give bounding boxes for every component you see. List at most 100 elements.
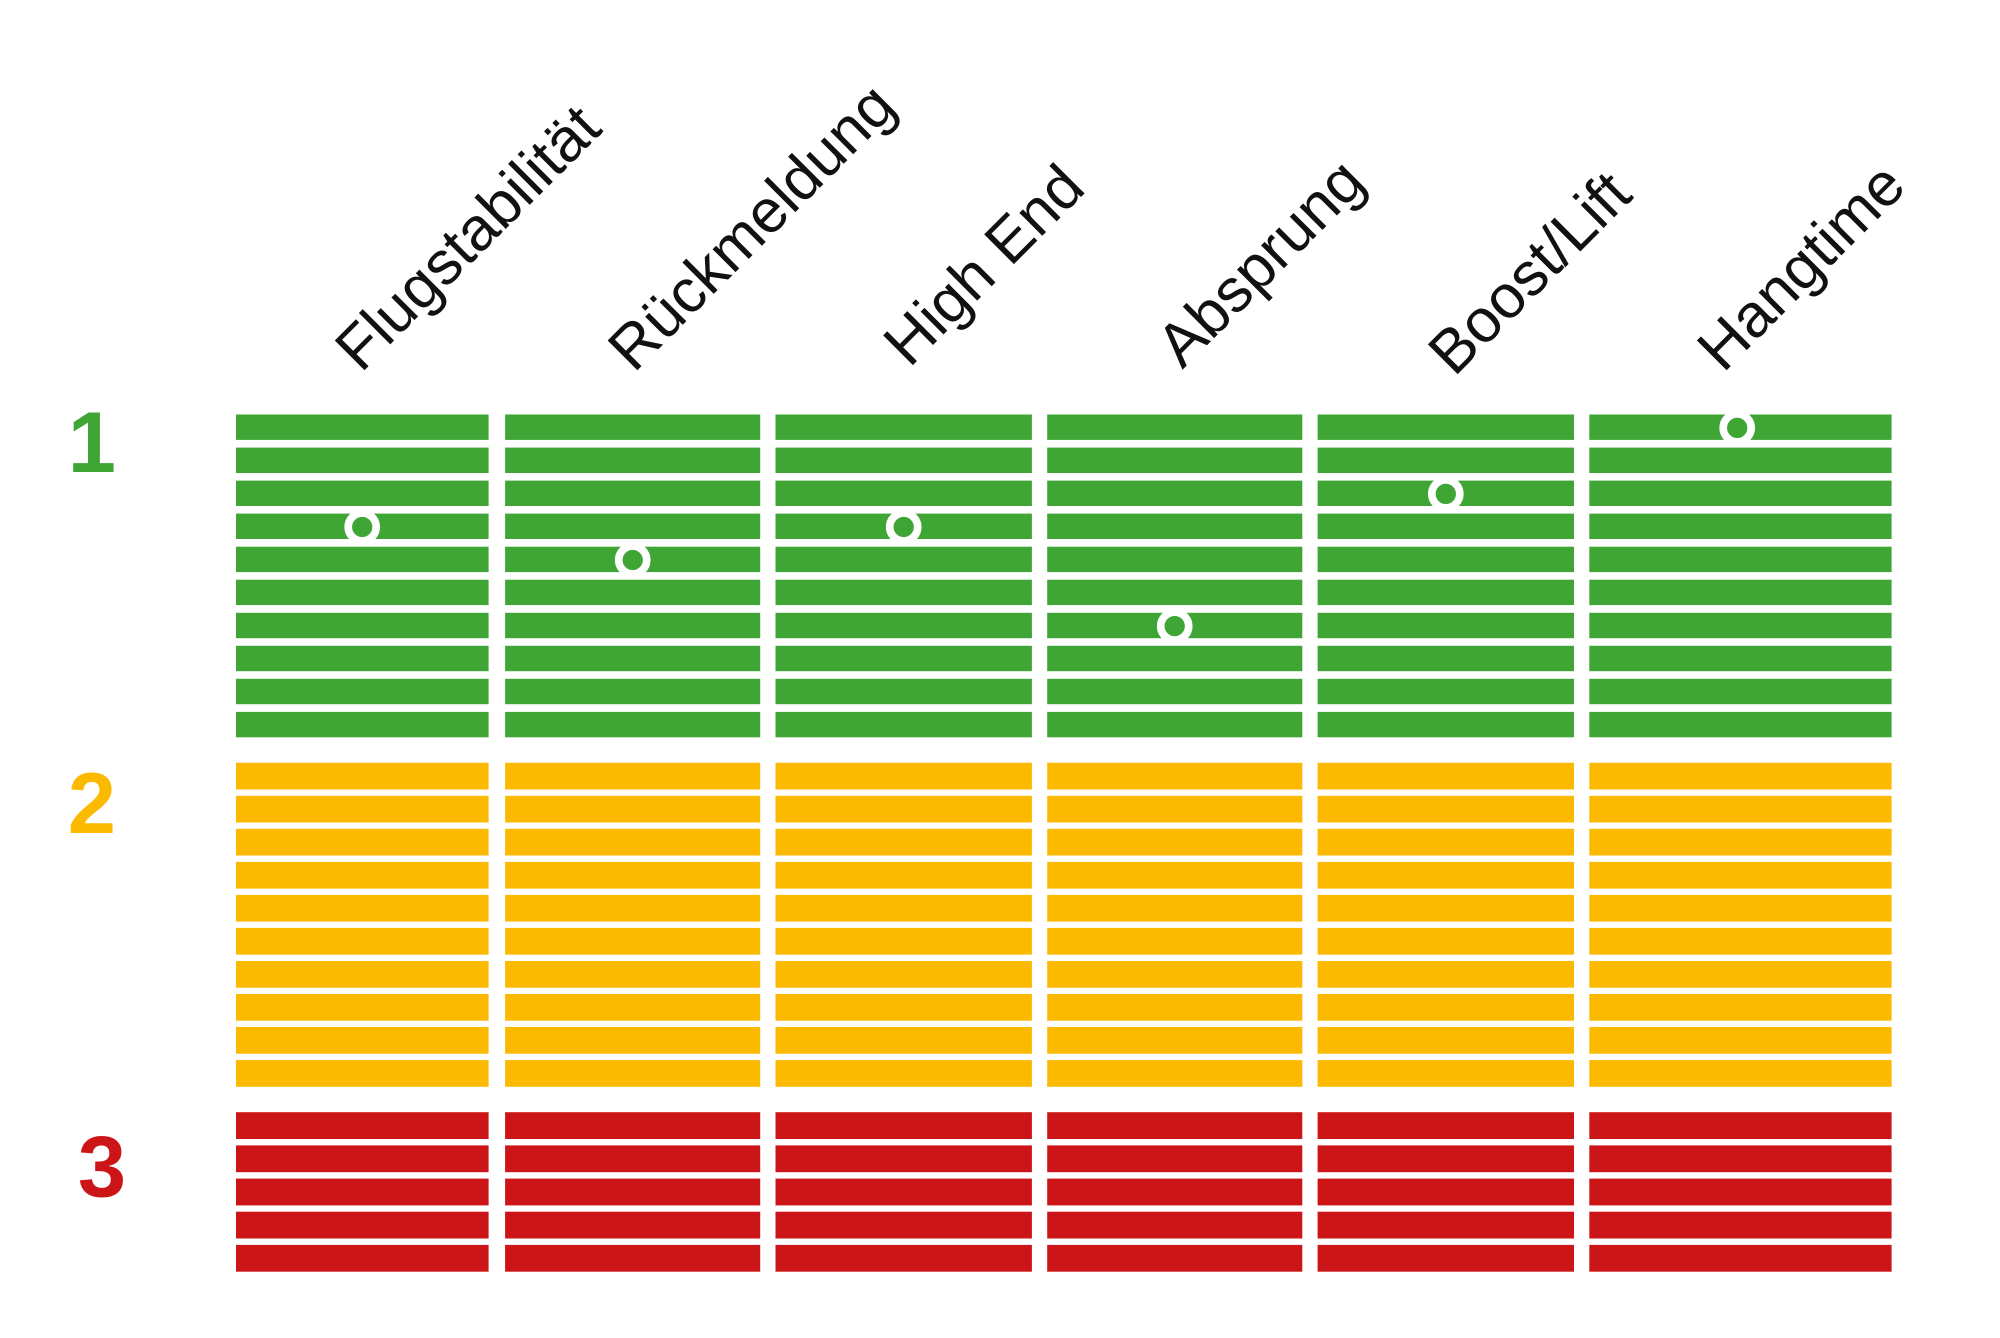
cell-zone1-row4-col2 — [505, 513, 761, 539]
cell-zone2-row3-col4 — [1047, 828, 1303, 856]
cell-zone1-row2-col4 — [1047, 447, 1303, 473]
cell-zone1-row10-col1 — [236, 711, 489, 738]
cell-zone1-row4-col1 — [236, 513, 489, 539]
cell-zone2-row5-col1 — [236, 894, 489, 922]
cell-zone1-row9-col1 — [236, 678, 489, 705]
cell-zone1-row3-col6 — [1589, 480, 1892, 506]
cell-zone1-row5-col3 — [775, 546, 1032, 573]
zone-2 — [236, 762, 1892, 1087]
zone-label-3: 3 — [78, 1119, 126, 1215]
cell-zone2-row4-col2 — [505, 861, 761, 889]
cell-zone2-row8-col2 — [505, 994, 761, 1021]
cell-zone1-row2-col5 — [1317, 447, 1574, 473]
cell-zone2-row2-col5 — [1317, 795, 1574, 823]
cell-zone1-row6-col5 — [1317, 579, 1574, 606]
column-header-3: High End — [871, 152, 1097, 378]
cell-zone2-row10-col5 — [1317, 1060, 1574, 1087]
cell-zone1-row10-col3 — [775, 711, 1032, 738]
cell-zone1-row3-col2 — [505, 480, 761, 506]
cell-zone1-row10-col5 — [1317, 711, 1574, 738]
cell-zone3-row1-col6 — [1589, 1112, 1892, 1139]
zone-1 — [236, 414, 1892, 738]
cell-zone1-row4-col6 — [1589, 513, 1892, 539]
cell-zone3-row4-col6 — [1589, 1211, 1892, 1239]
cell-zone3-row1-col1 — [236, 1112, 489, 1139]
cell-zone3-row3-col3 — [775, 1178, 1032, 1206]
cell-zone2-row10-col4 — [1047, 1060, 1303, 1087]
cell-zone2-row1-col3 — [775, 762, 1032, 790]
cell-zone3-row4-col1 — [236, 1211, 489, 1239]
cell-zone2-row6-col4 — [1047, 927, 1303, 955]
cell-zone2-row7-col3 — [775, 961, 1032, 988]
cell-zone2-row8-col5 — [1317, 994, 1574, 1021]
cell-zone2-row7-col1 — [236, 961, 489, 988]
rating-marker-3 — [885, 509, 922, 545]
cell-zone2-row3-col3 — [775, 828, 1032, 856]
cell-zone2-row1-col5 — [1317, 762, 1574, 790]
column-header-5: Boost/Lift — [1415, 158, 1643, 386]
cell-zone2-row5-col3 — [775, 894, 1032, 922]
cell-zone2-row8-col3 — [775, 994, 1032, 1021]
cell-zone2-row2-col6 — [1589, 795, 1892, 823]
cell-zone3-row3-col4 — [1047, 1178, 1303, 1206]
cell-zone1-row8-col1 — [236, 645, 489, 672]
cell-zone3-row1-col3 — [775, 1112, 1032, 1139]
cell-zone1-row8-col2 — [505, 645, 761, 672]
cell-zone1-row5-col4 — [1047, 546, 1303, 573]
cell-zone1-row9-col4 — [1047, 678, 1303, 705]
zone-label-1: 1 — [68, 395, 116, 491]
cell-zone1-row7-col2 — [505, 612, 761, 639]
cell-zone1-row7-col3 — [775, 612, 1032, 639]
column-header-1: Flugstabilität — [322, 92, 613, 383]
cell-zone2-row1-col1 — [236, 762, 489, 790]
cell-zone1-row1-col5 — [1317, 414, 1574, 440]
cell-zone3-row5-col4 — [1047, 1244, 1303, 1272]
cell-zone2-row7-col6 — [1589, 961, 1892, 988]
cell-zone1-row3-col5 — [1317, 480, 1574, 506]
cell-zone3-row1-col5 — [1317, 1112, 1574, 1139]
cell-zone2-row6-col6 — [1589, 927, 1892, 955]
cell-zone3-row2-col2 — [505, 1145, 761, 1173]
cell-zone1-row10-col2 — [505, 711, 761, 738]
cell-zone2-row3-col6 — [1589, 828, 1892, 856]
cell-zone2-row9-col3 — [775, 1027, 1032, 1054]
cell-zone3-row2-col6 — [1589, 1145, 1892, 1173]
cell-zone3-row5-col2 — [505, 1244, 761, 1272]
cell-zone1-row1-col3 — [775, 414, 1032, 440]
cell-zone2-row2-col3 — [775, 795, 1032, 823]
cell-zone1-row8-col3 — [775, 645, 1032, 672]
cell-zone1-row1-col2 — [505, 414, 761, 440]
cell-zone1-row3-col4 — [1047, 480, 1303, 506]
cell-zone2-row7-col2 — [505, 961, 761, 988]
cell-zone3-row5-col1 — [236, 1244, 489, 1272]
cell-zone3-row2-col4 — [1047, 1145, 1303, 1173]
cell-zone2-row8-col6 — [1589, 994, 1892, 1021]
cell-zone2-row1-col6 — [1589, 762, 1892, 790]
rating-grid — [236, 414, 1892, 1272]
cell-zone1-row10-col6 — [1589, 711, 1892, 738]
cell-zone2-row3-col5 — [1317, 828, 1574, 856]
cell-zone2-row2-col1 — [236, 795, 489, 823]
cell-zone1-row9-col6 — [1589, 678, 1892, 705]
cell-zone3-row4-col4 — [1047, 1211, 1303, 1239]
cell-zone1-row8-col4 — [1047, 645, 1303, 672]
cell-zone2-row5-col5 — [1317, 894, 1574, 922]
rating-markers — [344, 410, 1756, 644]
zone-3 — [236, 1112, 1892, 1272]
column-header-6: Hangtime — [1684, 150, 1917, 383]
cell-zone3-row3-col5 — [1317, 1178, 1574, 1206]
cell-zone2-row9-col2 — [505, 1027, 761, 1054]
cell-zone3-row4-col5 — [1317, 1211, 1574, 1239]
cell-zone2-row4-col3 — [775, 861, 1032, 889]
cell-zone1-row2-col2 — [505, 447, 761, 473]
cell-zone3-row2-col1 — [236, 1145, 489, 1173]
rating-marker-2 — [614, 542, 651, 578]
cell-zone1-row6-col2 — [505, 579, 761, 606]
cell-zone1-row5-col1 — [236, 546, 489, 573]
cell-zone3-row3-col2 — [505, 1178, 761, 1206]
cell-zone2-row10-col3 — [775, 1060, 1032, 1087]
cell-zone1-row6-col6 — [1589, 579, 1892, 606]
cell-zone2-row6-col3 — [775, 927, 1032, 955]
